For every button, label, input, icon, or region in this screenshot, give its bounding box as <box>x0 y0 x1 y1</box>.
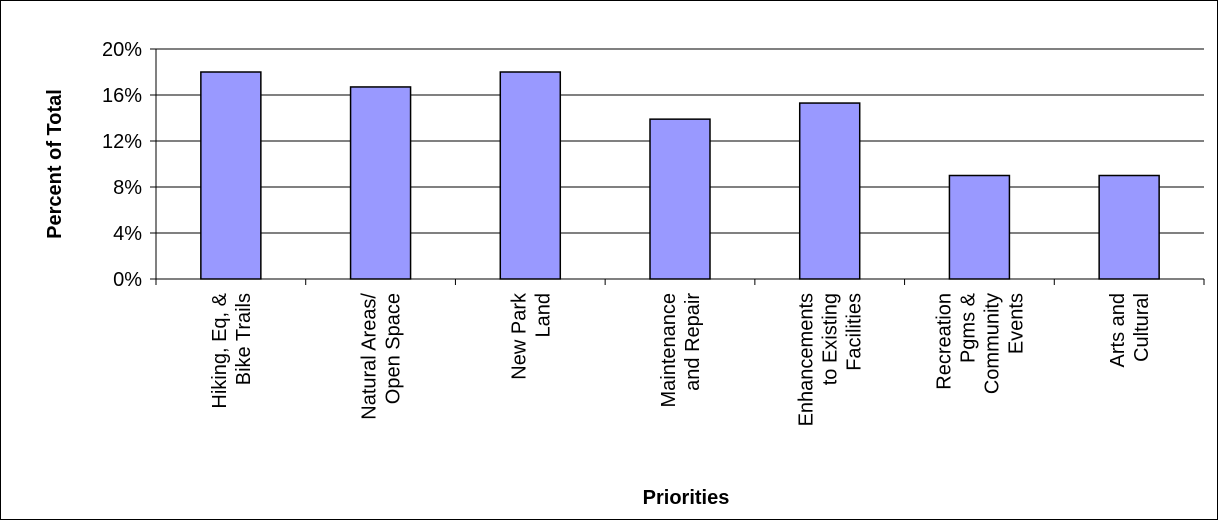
y-tick-labels: 0% 4% 8% 12% 16% 20% <box>102 39 142 291</box>
x-category-label-line: Natural Areas/ <box>359 293 381 420</box>
x-category-label-line: Hiking, Eq, & <box>209 292 231 408</box>
y-tick-label: 8% <box>113 177 142 199</box>
x-category-label-line: to Existing <box>820 293 842 385</box>
x-category-label: Enhancements to Existing Facilities <box>796 293 866 426</box>
x-category-label-line: Cultural <box>1131 293 1153 362</box>
x-category-label-line: Pgms & <box>957 292 979 363</box>
x-category-labels: Hiking, Eq, & Bike Trails Natural Areas/Op… <box>209 292 1153 426</box>
x-category-label-line: Recreation <box>933 293 955 390</box>
x-category-label-line: Maintenance <box>658 293 680 408</box>
y-tick-label: 20% <box>102 39 142 61</box>
y-tick-label: 4% <box>113 223 142 245</box>
x-category-label-line: Land <box>532 293 554 338</box>
y-tick-label: 16% <box>102 85 142 107</box>
x-category-label-line: Enhancements <box>796 293 818 426</box>
x-category-label: Maintenance and Repair <box>658 293 704 408</box>
x-category-label-line: Community <box>981 293 1003 394</box>
bars <box>200 71 1160 280</box>
x-category-label-line: Facilities <box>844 293 866 371</box>
x-category-label: Hiking, Eq, & Bike Trails <box>209 292 255 408</box>
bar <box>499 71 562 280</box>
bar <box>349 86 412 280</box>
x-category-label: Recreation Pgms & Community Events <box>933 292 1027 394</box>
bar <box>1098 174 1160 280</box>
x-category-label-line: Bike Trails <box>233 293 255 385</box>
x-axis-title: Priorities <box>643 487 730 509</box>
y-axis-title: Percent of Total <box>44 89 66 239</box>
bar <box>948 174 1011 280</box>
bar <box>798 102 861 280</box>
x-category-label: Arts and Cultural <box>1107 293 1153 367</box>
x-category-label: New Park Land <box>508 292 554 380</box>
x-category-label-line: Arts and <box>1107 293 1129 367</box>
x-category-label-line: New Park <box>508 292 530 380</box>
x-category-label-line: Events <box>1005 293 1027 354</box>
y-tick-label: 12% <box>102 131 142 153</box>
axes <box>150 48 1205 285</box>
bar <box>200 71 262 280</box>
x-category-label-line: and Repair <box>682 293 704 391</box>
bar <box>649 118 711 280</box>
x-category-label-line: Open Space <box>383 293 405 404</box>
y-tick-label: 0% <box>113 269 142 291</box>
x-category-label: Natural Areas/Open Space <box>359 293 405 420</box>
